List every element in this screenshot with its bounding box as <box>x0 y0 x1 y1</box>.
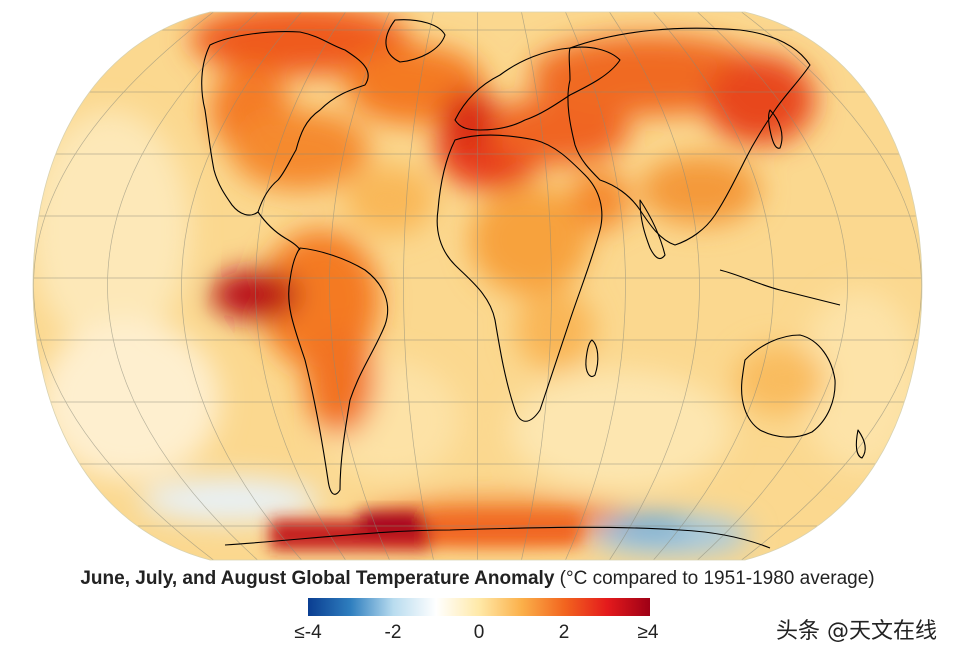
coastline-antarctica <box>224 526 771 549</box>
graticule-meridian <box>741 12 922 560</box>
coastline-madagascar <box>585 339 599 378</box>
coastline-indonesia <box>719 269 841 306</box>
graticule-meridian <box>521 12 552 560</box>
coastline-asia <box>567 27 811 246</box>
colorbar-tick-neg2: -2 <box>384 622 402 643</box>
colorbar-tick-min: ≤-4 <box>294 622 322 643</box>
graticule-meridian <box>697 12 848 560</box>
coastline-central-america <box>257 211 301 251</box>
legend-title: June, July, and August Global Temperatur… <box>0 568 955 590</box>
graticule-meridian <box>329 12 390 560</box>
temperature-anomaly-map <box>32 11 923 561</box>
colorbar <box>308 598 650 616</box>
graticule-meridian <box>565 12 626 560</box>
legend-title-main: June, July, and August Global Temperatur… <box>80 568 555 589</box>
colorbar-tick-zero: 0 <box>473 622 485 643</box>
graticule-meridian <box>653 12 774 560</box>
anomaly-field <box>33 12 920 555</box>
graticule-meridian <box>609 12 700 560</box>
coastline-australia <box>741 334 836 438</box>
colorbar-tick-pos2: 2 <box>558 622 570 643</box>
coastline-greenland <box>385 19 446 63</box>
coastline-india <box>639 199 666 260</box>
graticule-meridian <box>403 12 434 560</box>
graticule <box>33 12 922 560</box>
graticule-meridian <box>107 12 258 560</box>
globe-outline <box>32 11 923 561</box>
coastline-new-zealand <box>855 429 866 459</box>
graticule-meridian <box>33 12 214 560</box>
coastline-north-america <box>201 31 369 216</box>
colorbar-tick-max: ≥4 <box>637 622 659 643</box>
coastline-japan <box>767 109 783 149</box>
watermark: 头条 @天文在线 <box>776 619 937 644</box>
coastline-europe <box>454 46 621 131</box>
graticule-meridian <box>255 12 346 560</box>
graticule-meridian <box>181 12 302 560</box>
coastline-south-america <box>288 247 389 495</box>
legend-title-units: (°C compared to 1951-1980 average) <box>554 568 875 589</box>
coastline-africa <box>436 134 603 422</box>
coastlines <box>201 19 866 549</box>
